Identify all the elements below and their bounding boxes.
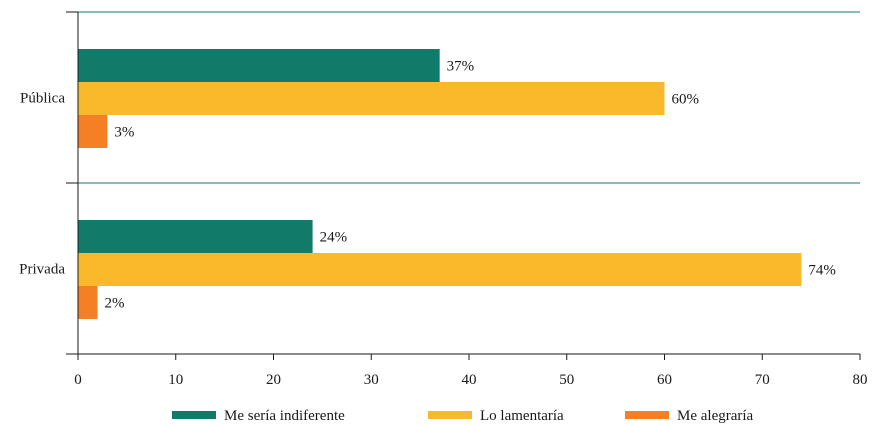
legend-swatch-0: [172, 411, 216, 419]
category-label: Privada: [19, 262, 65, 278]
x-tick-label: 30: [364, 372, 379, 388]
x-tick-label: 40: [462, 372, 477, 388]
legend-label: Me alegraría: [677, 408, 754, 424]
x-tick-label: 70: [755, 372, 770, 388]
data-label: 74%: [808, 263, 836, 279]
bar-1-0: [78, 82, 665, 115]
x-tick-label: 0: [74, 372, 82, 388]
bar-2-0: [78, 115, 108, 148]
bar-0-0: [78, 49, 440, 82]
x-tick-label: 10: [168, 372, 183, 388]
bar-0-1: [78, 220, 313, 253]
data-label: 37%: [447, 59, 475, 75]
legend-label: Me sería indiferente: [224, 408, 345, 424]
data-label: 2%: [105, 296, 125, 312]
category-label: Pública: [20, 91, 65, 107]
x-tick-label: 50: [559, 372, 574, 388]
data-label: 3%: [114, 125, 134, 141]
x-tick-label: 60: [657, 372, 672, 388]
x-tick-label: 80: [853, 372, 868, 388]
legend-label: Lo lamentaría: [480, 408, 564, 424]
data-label: 24%: [320, 230, 348, 246]
data-label: 60%: [672, 92, 700, 108]
bar-1-1: [78, 253, 802, 286]
legend-swatch-1: [428, 411, 472, 419]
bar-2-1: [78, 286, 98, 319]
x-tick-label: 20: [266, 372, 281, 388]
legend-swatch-2: [625, 411, 669, 419]
